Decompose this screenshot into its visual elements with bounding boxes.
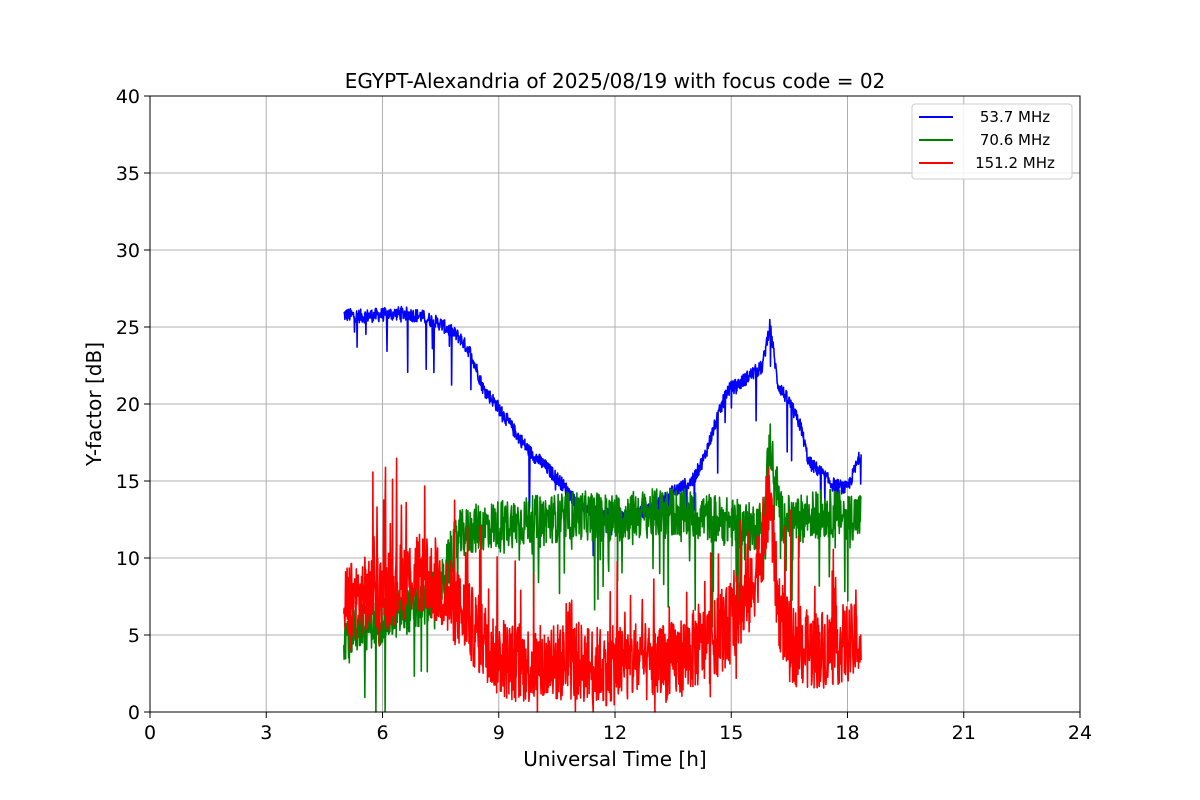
x-axis-label: Universal Time [h] [523,747,706,771]
legend-label-1: 53.7 MHz [980,108,1050,126]
x-tick-label: 9 [493,722,505,744]
x-tick-label: 3 [260,722,272,744]
y-tick-label: 20 [116,394,140,416]
y-tick-label: 40 [116,86,140,108]
x-tick-label: 24 [1068,722,1092,744]
x-tick-label: 18 [835,722,859,744]
y-tick-label: 35 [116,163,140,185]
x-tick-label: 15 [719,722,743,744]
x-tick-label: 21 [952,722,976,744]
plot-area [343,305,862,713]
y-tick-label: 15 [116,471,140,493]
legend-label-2: 70.6 MHz [980,131,1050,149]
y-tick-label: 5 [128,625,140,647]
axis-ticks: 0 3 6 9 12 15 18 21 24 0 5 10 15 20 25 30 35 40 [116,86,1092,744]
series-line-3 [343,457,862,713]
legend: 53.7 MHz 70.6 MHz 151.2 MHz [911,103,1073,180]
y-tick-label: 0 [128,702,140,724]
y-axis-label: Y-factor [dB] [82,342,106,467]
y-tick-label: 25 [116,317,140,339]
legend-box [911,103,1073,180]
x-tick-label: 12 [603,722,627,744]
x-tick-label: 0 [144,722,156,744]
x-tick-label: 6 [376,722,388,744]
legend-label-3: 151.2 MHz [975,154,1055,172]
chart-title: EGYPT-Alexandria of 2025/08/19 with focu… [345,69,886,93]
y-tick-label: 10 [116,548,140,570]
y-tick-label: 30 [116,240,140,262]
